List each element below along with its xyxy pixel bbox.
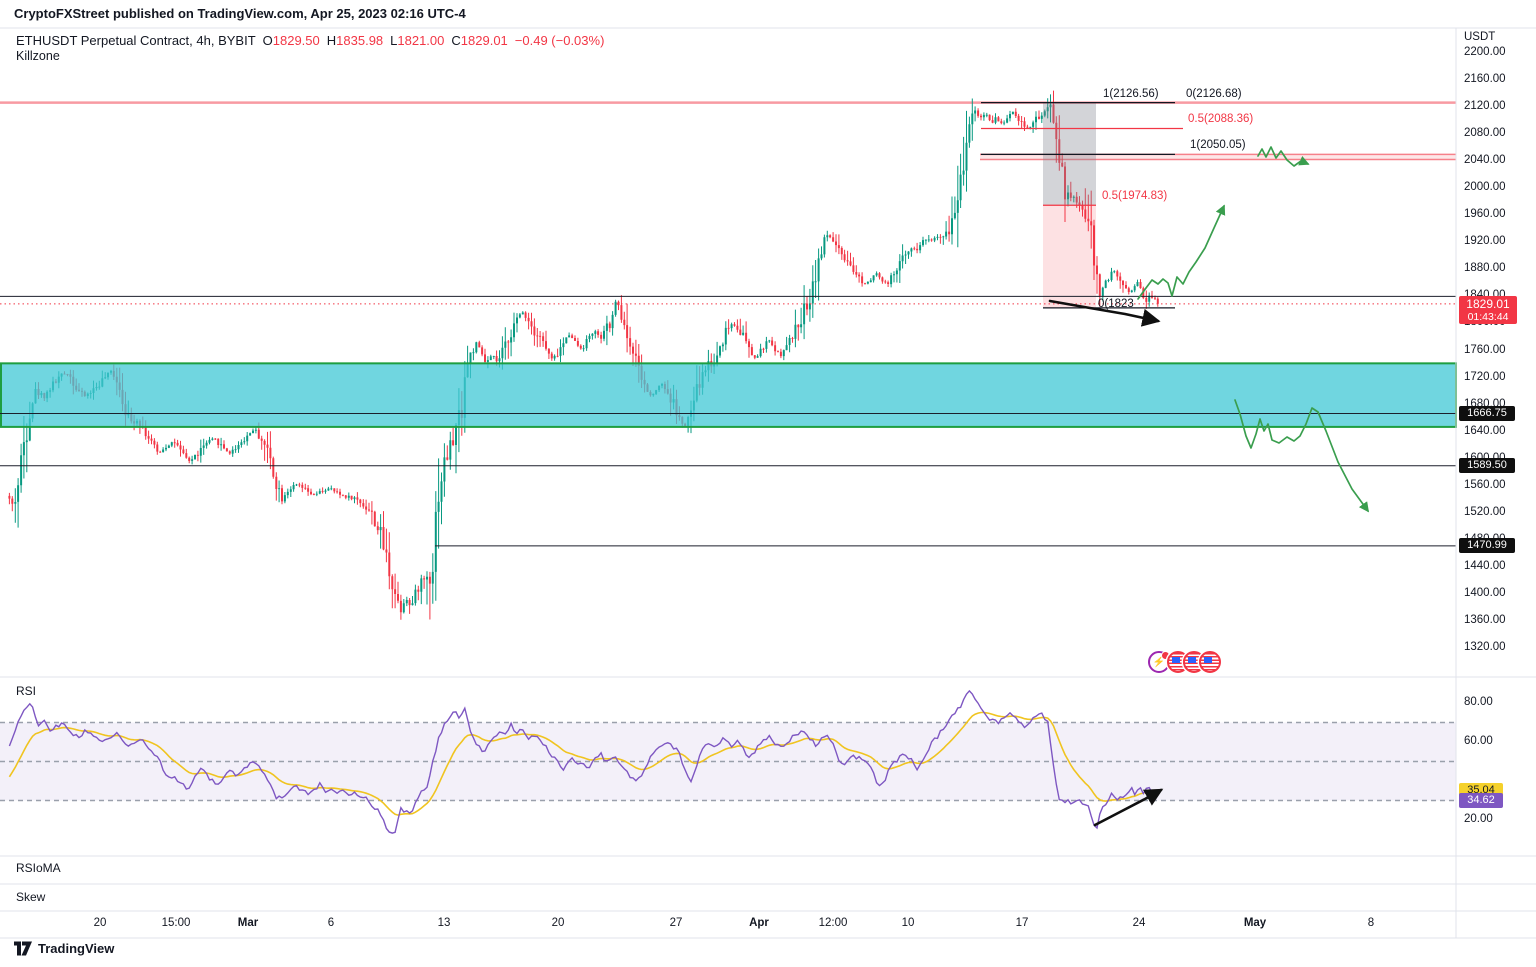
time-tick: 24 (1132, 917, 1146, 929)
ohlc-field-label: C (451, 33, 461, 48)
price-tick: 1720.00 (1464, 370, 1506, 383)
price-tick: 2120.00 (1464, 100, 1506, 113)
killzone-supply-band (0, 362, 1457, 428)
ohlc-field-label: O (262, 33, 273, 48)
ohlc-field-label: H (326, 33, 337, 48)
flag-canton (1188, 657, 1196, 663)
price-tick: 1360.00 (1464, 613, 1506, 626)
time-tick: 27 (669, 917, 683, 929)
fib-label: 0.5(1974.83) (1102, 190, 1168, 203)
black-rsi-divergence-arrow (1093, 788, 1164, 827)
rsi-value-badge: 34.62 (1459, 792, 1503, 808)
tradingview-logo-icon (14, 941, 32, 956)
rsi-ma-line (8, 711, 1158, 816)
price-tick: 1320.00 (1464, 641, 1506, 653)
price-tick: 2200.00 (1464, 46, 1506, 58)
rsi-tick: 80.00 (1464, 696, 1493, 708)
time-tick: 17 (1015, 917, 1029, 929)
time-tick: 8 (1367, 917, 1375, 929)
rsi-line (8, 689, 1158, 834)
ohlc-field-value: 1835.98 (336, 33, 384, 48)
fib-label: 0(2126.68) (1186, 87, 1242, 100)
ohlc-field-value: 1821.00 (397, 33, 445, 48)
price-tick: 2080.00 (1464, 127, 1506, 140)
candle-countdown: 01:43:44 (1467, 310, 1509, 323)
tradingview-logo[interactable]: TradingView (14, 941, 114, 956)
price-line-badge: 1470.99 (1459, 538, 1515, 554)
last-price-value: 1829.01 (1466, 296, 1510, 311)
fib-pink-box (1043, 205, 1096, 308)
fib-label: 1(2050.05) (1190, 139, 1246, 152)
change-value: −0.49 (−0.03%) (514, 33, 605, 48)
black-price-trend-arrow (1048, 299, 1161, 327)
flag-canton (1172, 657, 1180, 663)
time-tick: Mar (237, 917, 259, 929)
flag-canton (1204, 657, 1212, 663)
candle-bodies-up (14, 104, 1151, 613)
rsi-tick: 60.00 (1464, 735, 1493, 747)
price-tick: 1960.00 (1464, 208, 1506, 221)
rsi-pane-title[interactable]: RSI (16, 684, 37, 698)
time-tick: 20 (551, 917, 565, 929)
publish-info: CryptoFXStreet published on TradingView.… (14, 6, 466, 21)
rsi-band (0, 722, 1456, 801)
fib-label: 1(2126.56) (1103, 87, 1159, 100)
resistance-band (980, 154, 1456, 160)
last-price-badge: 1829.01 01:43:44 (1459, 295, 1517, 324)
price-axis-unit: USDT (1464, 31, 1496, 43)
price-line-badge: 1666.75 (1459, 406, 1515, 422)
price-tick: 1440.00 (1464, 559, 1506, 572)
ohlc-field-label: L (390, 33, 398, 48)
fib-label: 0.5(2088.36) (1188, 113, 1254, 126)
ohlc-values: O1829.50 H1835.98 L1821.00 C1829.01 (256, 33, 508, 48)
time-tick: 13 (437, 917, 451, 929)
green-rejection-sideways-arrow (1257, 146, 1310, 167)
price-tick: 2040.00 (1464, 154, 1506, 167)
ohlc-field-value: 1829.01 (460, 33, 508, 48)
tradingview-logo-text: TradingView (38, 941, 115, 956)
time-tick: 10 (901, 917, 915, 929)
candle-wicks-up (14, 94, 1150, 614)
fib-label: 0(1823 (1098, 297, 1134, 310)
us-flag-event-icon[interactable] (1199, 651, 1221, 673)
price-tick: 1760.00 (1464, 343, 1506, 356)
price-line-badge: 1589.50 (1459, 458, 1515, 474)
green-projection-down-arrow (1234, 399, 1369, 513)
chart-legend[interactable]: ETHUSDT Perpetual Contract, 4h, BYBIT O18… (16, 33, 604, 48)
time-tick: 20 (93, 917, 107, 929)
price-tick: 1640.00 (1464, 424, 1506, 437)
skew-pane-title[interactable]: Skew (16, 890, 46, 904)
ohlc-field-value: 1829.50 (272, 33, 320, 48)
green-projection-up-arrow (1137, 204, 1226, 300)
time-tick: May (1243, 917, 1267, 929)
price-tick: 1880.00 (1464, 262, 1506, 275)
event-icons-row[interactable]: ⚡ (1148, 651, 1221, 673)
price-tick: 1400.00 (1464, 586, 1506, 599)
rsi-tick: 20.00 (1464, 813, 1493, 825)
time-tick: 15:00 (161, 917, 191, 929)
price-tick: 1560.00 (1464, 478, 1506, 491)
time-tick: 12:00 (818, 917, 848, 929)
price-tick: 2160.00 (1464, 73, 1506, 86)
symbol-title: ETHUSDT Perpetual Contract, 4h, BYBIT (16, 33, 256, 48)
candle-bodies-down (8, 104, 1159, 613)
time-tick: Apr (749, 917, 769, 929)
candle-wicks-down (8, 90, 1159, 620)
rsioma-pane-title[interactable]: RSIoMA (16, 861, 61, 875)
price-tick: 1520.00 (1464, 505, 1506, 518)
indicator-label-killzone[interactable]: Killzone (16, 49, 60, 63)
time-tick: 6 (327, 917, 335, 929)
price-tick: 1920.00 (1464, 235, 1506, 248)
price-tick: 2000.00 (1464, 181, 1506, 194)
